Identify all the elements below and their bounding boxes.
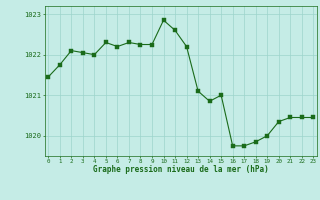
- X-axis label: Graphe pression niveau de la mer (hPa): Graphe pression niveau de la mer (hPa): [93, 165, 269, 174]
